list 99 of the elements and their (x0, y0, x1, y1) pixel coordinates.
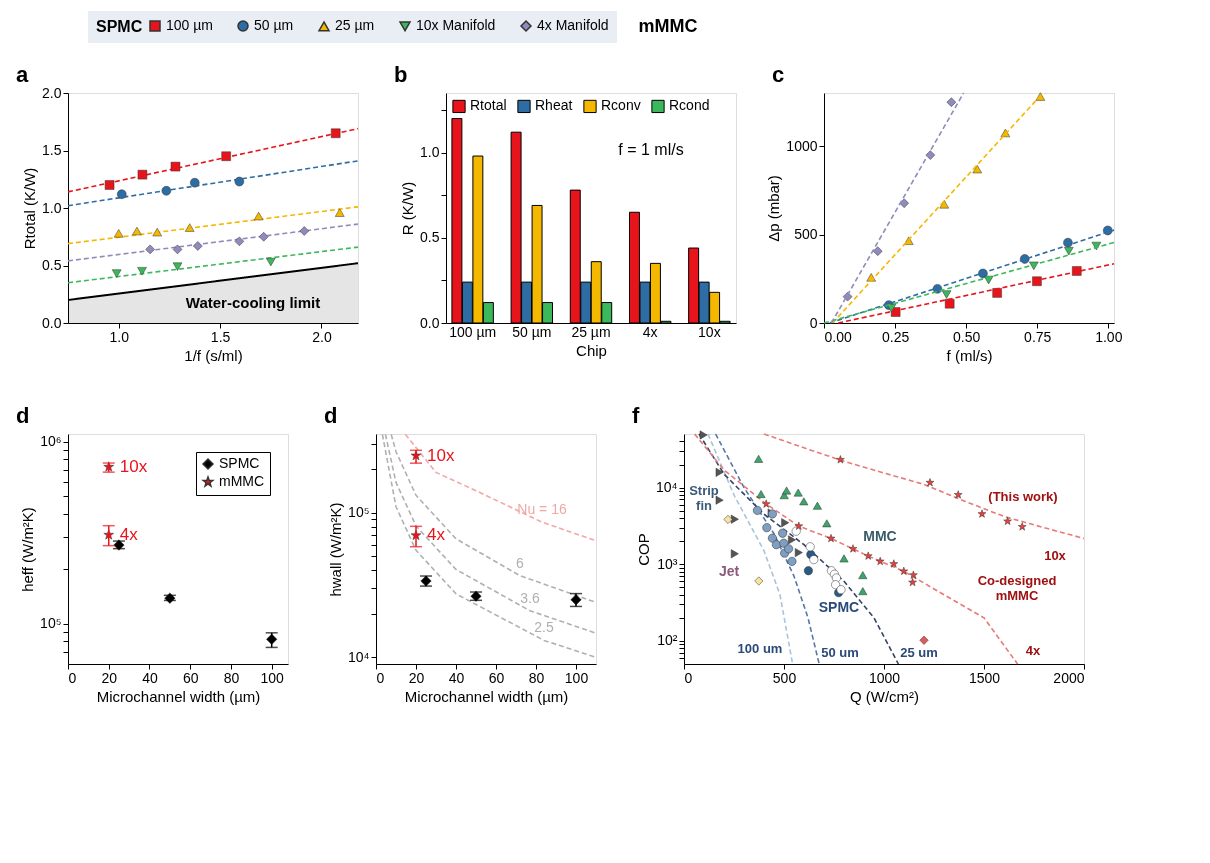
legend-label: 50 µm (254, 17, 294, 33)
x-tick-label: 0.75 (1024, 328, 1052, 345)
annotation: 10x (1044, 548, 1067, 563)
legend-label: 4x Manifold (537, 17, 609, 33)
y-tick-label: 10⁴ (347, 648, 370, 665)
x-tick-label: 10x (698, 323, 721, 340)
chart-title: a (16, 62, 29, 87)
legend-label: SPMC (219, 455, 260, 471)
x-tick-label: 20 (101, 669, 118, 686)
x-tick-label: 1500 (968, 669, 1001, 686)
y-tick-label: 1.5 (42, 142, 62, 158)
x-tick-label: 1.0 (109, 328, 130, 345)
x-tick-label: 100 (260, 669, 285, 686)
y-tick-label: 10⁶ (40, 433, 62, 450)
annotation: f = 1 ml/s (618, 141, 684, 158)
chart-title: c (772, 62, 785, 87)
x-axis-title: Chip (576, 341, 607, 359)
x-tick-label: 0 (68, 669, 77, 686)
y-tick-label: 0.0 (420, 314, 440, 331)
x-tick-label: 25 µm (571, 323, 611, 340)
y-tick-label: 0.5 (42, 257, 62, 273)
x-axis-title: Microchannel width (µm) (96, 687, 261, 705)
y-tick-label: 1.0 (420, 144, 440, 161)
x-tick-label: 40 (448, 669, 465, 686)
x-tick-label: 60 (488, 669, 505, 686)
annotation: 4x (1025, 643, 1041, 658)
x-axis-title: f (ml/s) (946, 346, 993, 364)
y-tick-label: 0.5 (420, 229, 440, 246)
annotation: 10x (427, 445, 455, 465)
y-tick-label: 10⁵ (348, 504, 370, 521)
legend-label: Rtotal (470, 97, 507, 114)
y-tick-label: 10⁵ (40, 615, 62, 632)
chart-title: b (394, 62, 408, 87)
x-tick-label: 1.00 (1095, 328, 1123, 345)
annotation: Co-designed mMMC (977, 573, 1057, 603)
annotation: Strip fin (689, 483, 719, 513)
x-tick-label: 60 (182, 669, 199, 686)
y-tick-label: 1000 (786, 137, 818, 154)
x-axis-title: Microchannel width (µm) (404, 687, 569, 705)
y-axis-title: Rtotal (K/W) (21, 167, 39, 250)
legend-label: Rconv (601, 97, 641, 114)
y-tick-label: 500 (794, 226, 818, 243)
y-tick-label: 10² (657, 632, 678, 649)
legend-title: SPMC (96, 18, 143, 35)
x-tick-label: 0 (684, 669, 693, 686)
annotation: Water-cooling limit (185, 294, 321, 311)
legend-label: Rcond (669, 97, 710, 114)
x-tick-label: 50 µm (512, 323, 552, 340)
x-tick-label: 20 (408, 669, 425, 686)
annotation: 25 um (900, 645, 938, 660)
legend-label: 10x Manifold (416, 17, 496, 34)
annotation: MMC (863, 528, 897, 544)
y-tick-label: 1.0 (42, 199, 62, 216)
x-tick-label: 2000 (1053, 669, 1085, 686)
x-tick-label: 80 (223, 669, 240, 686)
x-tick-label: 80 (528, 669, 545, 686)
x-tick-label: 0.25 (881, 328, 910, 345)
annotation: 4x (427, 525, 446, 545)
x-tick-label: 40 (142, 669, 158, 686)
x-tick-label: 100 µm (449, 323, 497, 340)
legend-label: Rheat (535, 97, 573, 114)
legend-label: 100 µm (166, 17, 213, 33)
annotation: 3.6 (520, 589, 540, 606)
annotation: Jet (718, 563, 740, 579)
chart-title: d (324, 403, 338, 428)
y-tick-label: 10³ (657, 555, 678, 572)
y-axis-title: R (K/W) (399, 181, 417, 236)
x-tick-label: 0.50 (953, 328, 981, 345)
text: mMMC (638, 16, 698, 36)
chart-title: d (16, 403, 30, 428)
x-tick-label: 0 (376, 669, 385, 686)
annotation: SPMC (818, 599, 860, 615)
x-axis-title: 1/f (s/ml) (184, 346, 243, 364)
y-axis-title: Δp (mbar) (765, 175, 783, 242)
annotation: 6 (516, 554, 525, 571)
annotation: 50 um (821, 645, 859, 660)
x-tick-label: 500 (772, 669, 797, 686)
x-tick-label: 1000 (868, 669, 901, 686)
x-tick-label: 2.0 (312, 328, 332, 345)
x-tick-label: 0.00 (824, 328, 852, 345)
legend-label: 25 µm (335, 17, 375, 34)
y-axis-title: COP (634, 533, 652, 566)
annotation: (This work) (988, 489, 1058, 504)
y-axis-title: heff (W/m²K) (19, 507, 37, 592)
y-tick-label: 2.0 (42, 84, 62, 101)
y-axis-title: hwall (W/m²K) (326, 502, 344, 597)
y-tick-label: 10⁴ (655, 479, 678, 496)
chart-title: f (632, 403, 640, 428)
x-tick-label: 1.5 (210, 328, 231, 345)
y-tick-label: 0.0 (42, 314, 62, 331)
x-tick-label: 100 (564, 669, 589, 686)
annotation: 10x (119, 456, 148, 476)
annotation: Nu = 16 (517, 501, 567, 518)
annotation: 4x (119, 524, 139, 544)
x-axis-title: Q (W/cm²) (849, 687, 920, 705)
x-tick-label: 4x (642, 323, 658, 340)
annotation: 100 um (737, 641, 783, 656)
legend-label: mMMC (219, 473, 265, 489)
annotation: 2.5 (534, 619, 554, 636)
